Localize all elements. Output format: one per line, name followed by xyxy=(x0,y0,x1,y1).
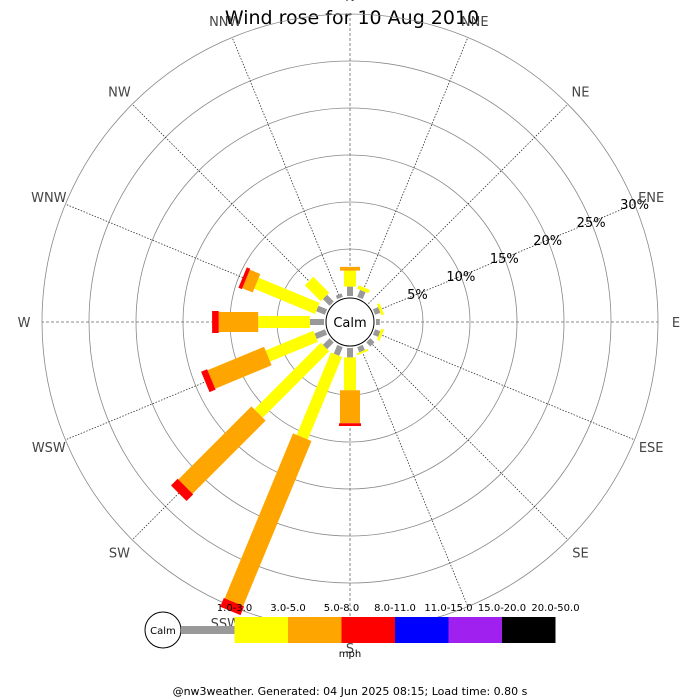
petal-sse-bin-2 xyxy=(356,348,369,356)
direction-label-e: E xyxy=(672,316,680,331)
radial-tick-5: 5% xyxy=(407,288,428,303)
petal-wnw-bin-2 xyxy=(254,277,320,314)
calm-circle xyxy=(325,297,375,347)
calm-center: Calm xyxy=(325,297,375,347)
legend-swatch-2 xyxy=(234,617,288,643)
spoke-nne xyxy=(359,37,469,299)
petal-wnw-bin-1 xyxy=(316,305,328,315)
chart-title: Wind rose for 10 Aug 2010 xyxy=(225,7,479,29)
calm-label: Calm xyxy=(333,316,366,331)
direction-label-ne: NE xyxy=(572,85,590,100)
petal-wnw-bin-3 xyxy=(242,269,261,293)
spoke-ene xyxy=(373,203,635,313)
radial-tick-20: 20% xyxy=(533,234,562,249)
radial-tick-15: 15% xyxy=(490,252,519,267)
spoke-wnw xyxy=(65,203,327,313)
petal-s-bin-3 xyxy=(340,390,360,424)
legend-swatch-3 xyxy=(288,617,342,643)
petal-e-bin-1 xyxy=(376,319,380,325)
direction-label-nw: NW xyxy=(108,85,131,100)
direction-label-nne: NNE xyxy=(461,15,489,30)
wind-petals xyxy=(171,266,385,616)
petal-ese-bin-1 xyxy=(372,329,381,337)
petal-s-bin-4 xyxy=(339,423,361,426)
legend-swatch-6 xyxy=(448,617,502,643)
direction-label-wnw: WNW xyxy=(31,191,67,206)
spoke-ese xyxy=(373,331,635,441)
legend-label-5: 8.0-11.0 xyxy=(374,603,416,614)
petal-sw-bin-3 xyxy=(178,406,266,494)
petal-w-bin-4 xyxy=(212,311,219,333)
spoke-nnw xyxy=(231,37,341,299)
petal-w-bin-1 xyxy=(309,319,324,325)
petal-sse-bin-1 xyxy=(357,344,365,353)
radial-tick-labels: 5% 10% 15% 20% 25% 30% xyxy=(407,198,649,303)
petal-w-bin-3 xyxy=(218,312,259,332)
petal-ssw-bin-2 xyxy=(296,352,342,440)
petal-ssw-bin-1 xyxy=(333,344,343,356)
legend-swatch-7 xyxy=(502,617,556,643)
petal-wsw-bin-2 xyxy=(265,330,318,362)
radial-tick-25: 25% xyxy=(577,216,606,231)
legend-calm-label: Calm xyxy=(150,626,176,637)
petal-s-bin-2 xyxy=(344,357,356,391)
direction-label-w: W xyxy=(18,316,31,331)
legend-label-8: 20.0-50.0 xyxy=(531,603,579,614)
direction-label-ene: ENE xyxy=(638,191,664,206)
spoke-ne xyxy=(368,103,569,304)
petal-se-bin-1 xyxy=(366,338,375,347)
direction-label-s: S xyxy=(346,642,354,657)
petal-ssw-bin-3 xyxy=(224,433,312,606)
legend-label-4: 5.0-8.0 xyxy=(324,603,359,614)
direction-label-ese: ESE xyxy=(639,441,664,456)
petal-nne-bin-1 xyxy=(357,289,366,300)
petal-n-bin-3 xyxy=(340,266,360,271)
legend-label-3: 3.0-5.0 xyxy=(270,603,305,614)
petal-sw-bin-1 xyxy=(322,338,334,350)
petal-wsw-bin-4 xyxy=(201,369,216,393)
legend-label-7: 15.0-20.0 xyxy=(478,603,526,614)
spoke-se xyxy=(368,340,569,541)
legend-swatches: 1.0-3.0 3.0-5.0 5.0-8.0 8.0-11.0 11.0-15.0 15… xyxy=(181,603,580,643)
legend-swatch-5 xyxy=(395,617,449,643)
petal-sw-bin-2 xyxy=(254,342,330,418)
direction-label-wsw: WSW xyxy=(32,441,66,456)
radial-grid xyxy=(41,13,659,631)
petal-w-bin-2 xyxy=(258,316,310,328)
petal-ene-bin-2 xyxy=(376,303,385,316)
petal-n-bin-2 xyxy=(344,270,356,287)
petal-nnw-bin-1 xyxy=(335,293,343,300)
petal-n-bin-1 xyxy=(347,286,353,296)
petal-nne-bin-2 xyxy=(357,285,370,294)
petal-s-bin-1 xyxy=(347,348,353,358)
legend-label-6: 11.0-15.0 xyxy=(424,603,472,614)
legend-swatch-1 xyxy=(181,626,235,634)
legend-swatch-4 xyxy=(341,617,395,643)
petal-nw-bin-2 xyxy=(304,276,330,302)
radial-tick-30: 30% xyxy=(620,198,649,213)
petal-wnw-bin-4 xyxy=(238,267,251,290)
petal-wsw-bin-3 xyxy=(207,346,272,389)
footer-text: @nw3weather. Generated: 04 Jun 2025 08:1… xyxy=(173,685,528,698)
petal-wsw-bin-1 xyxy=(314,329,328,339)
direction-label-n: N xyxy=(345,0,355,5)
direction-label-se: SE xyxy=(572,547,588,562)
spoke-sse xyxy=(359,345,469,607)
direction-label-sw: SW xyxy=(109,547,130,562)
petal-ssw-bin-4 xyxy=(220,598,245,616)
direction-label-nnw: NNW xyxy=(209,15,241,30)
legend-unit: mph xyxy=(339,649,361,660)
spoke-nw xyxy=(131,103,332,304)
legend-label-2: 1.0-3.0 xyxy=(217,603,252,614)
petal-nw-bin-1 xyxy=(322,294,334,306)
petal-ene-bin-1 xyxy=(372,307,381,315)
petal-sw-bin-4 xyxy=(171,478,194,501)
radial-tick-10: 10% xyxy=(446,270,475,285)
spoke-wsw xyxy=(65,331,327,441)
speed-legend: Calm 1.0-3.0 3.0-5.0 5.0-8.0 8.0-11.0 11.0-1… xyxy=(144,603,580,660)
petal-ese-bin-2 xyxy=(376,328,385,341)
